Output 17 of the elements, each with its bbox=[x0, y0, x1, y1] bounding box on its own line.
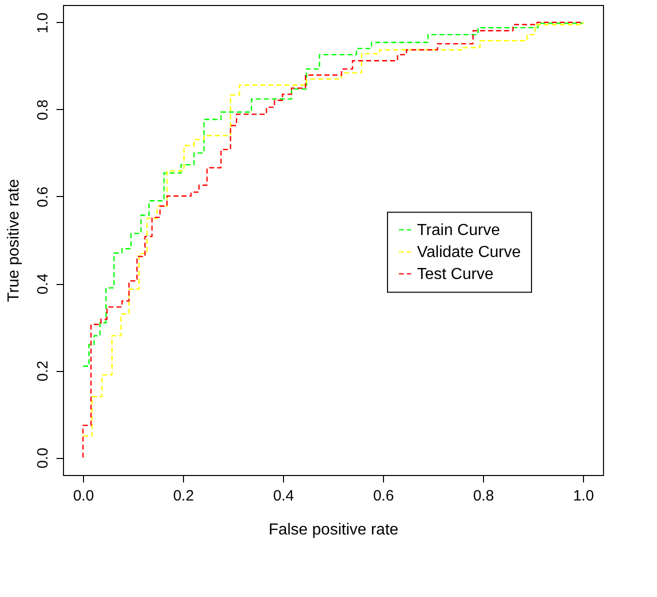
x-tick-label: 0.0 bbox=[73, 488, 94, 504]
y-tick-label: 0.4 bbox=[34, 274, 52, 294]
y-tick-label: 0.6 bbox=[34, 186, 52, 208]
legend-label: Validate Curve bbox=[417, 244, 521, 261]
y-tick-label: 1.0 bbox=[34, 12, 52, 34]
y-axis-title: True positive rate bbox=[6, 178, 22, 302]
x-tick-label: 0.2 bbox=[173, 488, 194, 504]
y-tick-label: 0.0 bbox=[34, 448, 52, 469]
x-tick-label: 1.0 bbox=[573, 488, 594, 504]
x-tick-label: 0.8 bbox=[473, 488, 494, 504]
y-tick-label: 0.8 bbox=[34, 100, 52, 120]
x-tick-label: 0.6 bbox=[373, 488, 394, 504]
y-tick-label: 0.2 bbox=[34, 360, 52, 382]
legend-label: Test Curve bbox=[417, 266, 494, 283]
x-tick-label: 0.4 bbox=[273, 488, 294, 504]
x-axis-title: False positive rate bbox=[268, 522, 399, 538]
legend-label: Train Curve bbox=[417, 222, 500, 239]
